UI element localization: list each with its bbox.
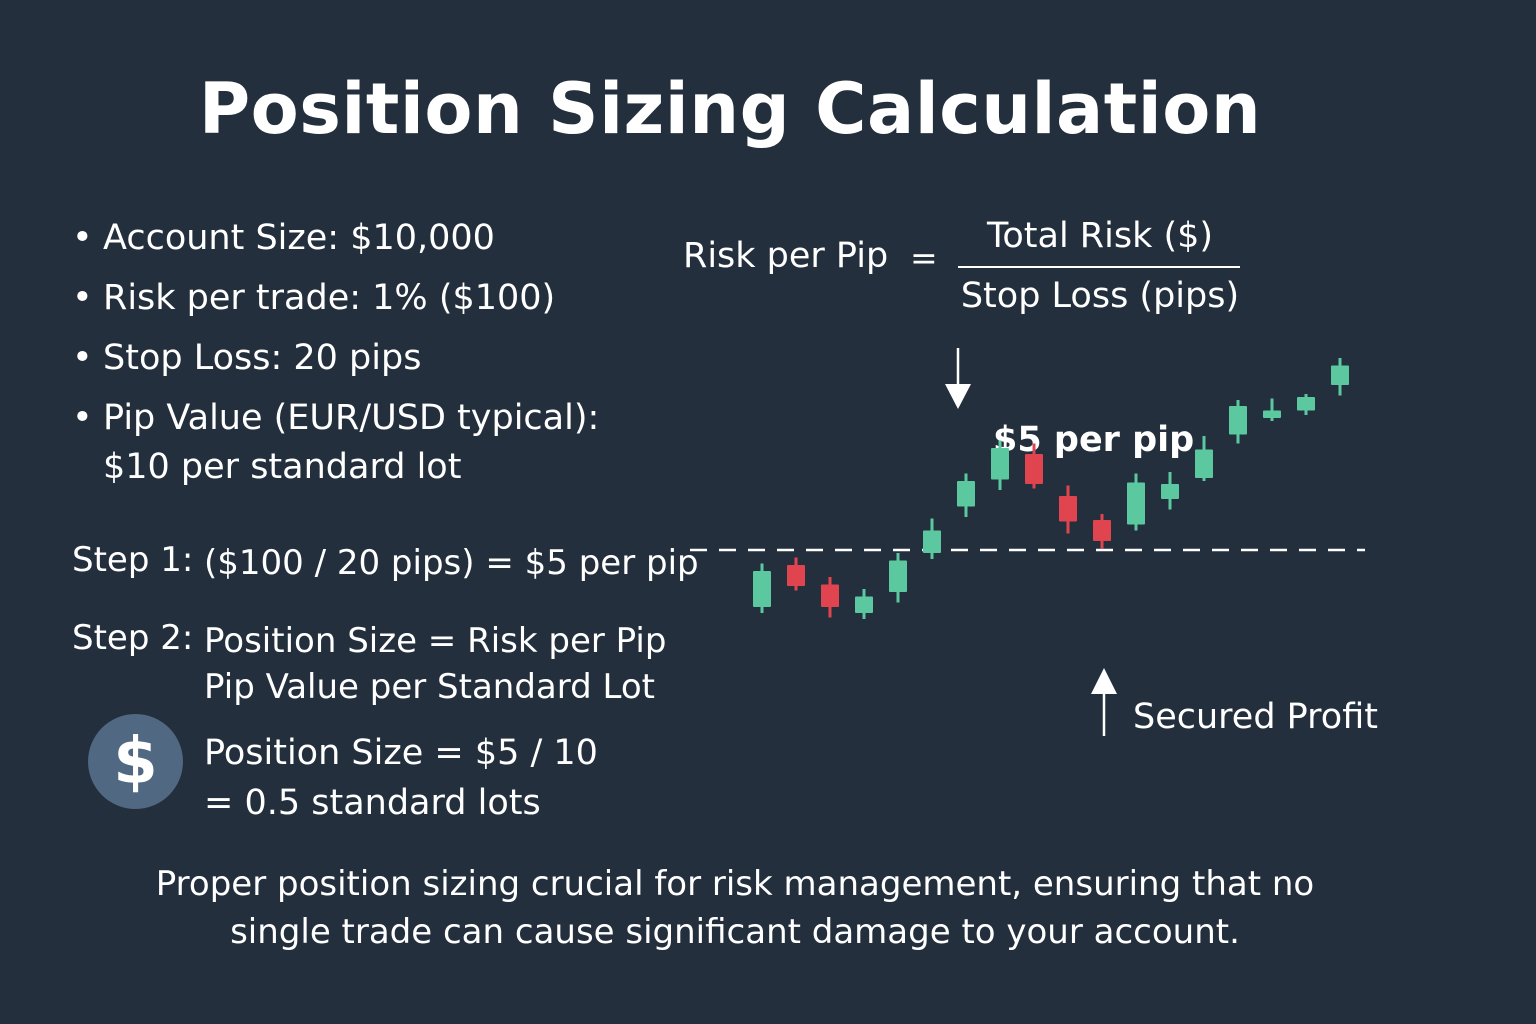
bullet-pip-value-continuation: $10 per standard lot [103,447,462,487]
footer-line-1: Proper position sizing crucial for risk … [155,864,1315,904]
candle-body-18 [1331,365,1349,385]
footer-note: Proper position sizing crucial for risk … [0,860,1470,956]
candle-body-8 [991,448,1009,480]
per-pip-label: $5 per pip [993,420,1195,460]
step-1: Step 1: ($100 / 20 pips) = $5 per pip [72,540,699,586]
candle-body-11 [1093,520,1111,541]
step-2: Step 2: Position Size = Risk per Pip Pip… [72,618,666,710]
step-2-label: Step 2: [72,618,194,658]
step-1-text: ($100 / 20 pips) = $5 per pip [204,543,699,583]
bullet-pip-value-text: Pip Value (EUR/USD typical): [103,398,600,438]
candle-body-7 [957,481,975,507]
candle-body-17 [1297,397,1315,411]
down-arrow-icon [945,384,971,409]
formula-equals: = [910,238,938,277]
candle-body-13 [1161,484,1179,499]
step-2-body: Position Size = Risk per Pip Pip Value p… [204,618,666,710]
candle-body-4 [855,596,873,613]
candle-body-16 [1263,410,1281,418]
formula-numerator: Total Risk ($) [986,216,1214,256]
candle-body-15 [1229,406,1247,435]
candles-group [753,358,1349,619]
fraction-bar [958,266,1240,268]
footer-line-2: single trade can cause significant damag… [230,912,1240,952]
dollar-symbol: $ [113,724,158,799]
position-result: Position Size = $5 / 10 = 0.5 standard l… [204,728,598,828]
formula-denominator: Stop Loss (pips) [960,276,1240,316]
bullet-risk-per-trade: Risk per trade: 1% ($100) [72,268,599,328]
step-1-label: Step 1: [72,540,194,580]
candle-body-1 [753,571,771,607]
step-2-line-1: Position Size = Risk per Pip [204,621,667,661]
position-result-line-2: = 0.5 standard lots [204,783,541,823]
candle-body-14 [1195,449,1213,478]
up-arrow-icon [1091,668,1117,694]
candle-body-3 [821,584,839,607]
candle-body-2 [787,565,805,586]
bullet-account-size: Account Size: $10,000 [72,208,599,268]
dollar-coin-icon: $ [88,714,183,809]
page-title: Position Sizing Calculation [198,68,1262,150]
step-2-line-2: Pip Value per Standard Lot [204,667,656,707]
candle-body-9 [1025,454,1043,484]
candle-body-10 [1059,496,1077,522]
formula-label: Risk per Pip [683,236,889,276]
parameter-list: Account Size: $10,000 Risk per trade: 1%… [72,208,599,492]
candle-body-5 [889,560,907,592]
position-result-line-1: Position Size = $5 / 10 [204,733,598,773]
bullet-pip-value: Pip Value (EUR/USD typical): $10 per sta… [72,388,599,492]
bullet-stop-loss: Stop Loss: 20 pips [72,328,599,388]
candle-body-12 [1127,482,1145,525]
secured-profit-label: Secured Profit [1133,697,1378,737]
candle-body-6 [923,530,941,553]
